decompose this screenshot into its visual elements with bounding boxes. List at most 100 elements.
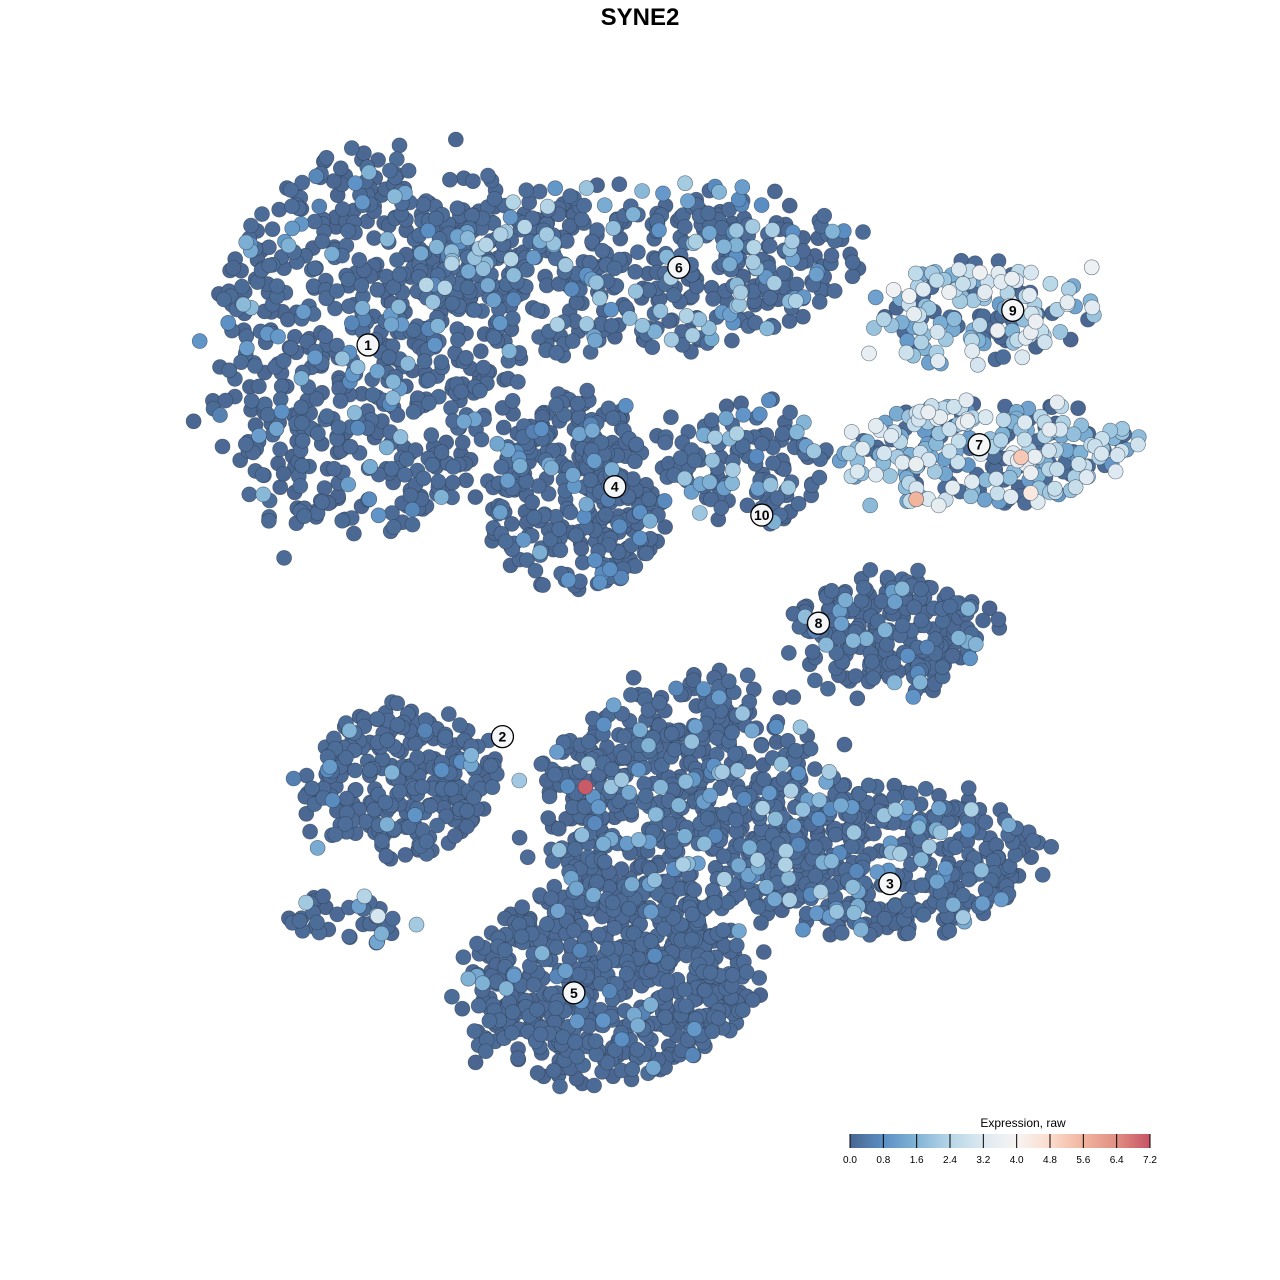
cluster-label: 2	[499, 729, 507, 745]
cell-point	[632, 530, 648, 547]
cell-point	[899, 647, 916, 664]
cell-point	[261, 239, 277, 256]
cell-point	[750, 899, 766, 915]
cell-point	[499, 472, 516, 489]
cell-point	[972, 317, 988, 333]
cell-point	[767, 183, 783, 200]
cell-point	[929, 324, 946, 340]
cell-point	[660, 954, 676, 971]
cell-point	[885, 282, 902, 298]
cell-point	[621, 310, 638, 326]
cell-point	[761, 785, 778, 801]
cell-point	[971, 264, 988, 281]
cell-point	[220, 314, 236, 331]
cell-point-high-expression	[908, 491, 925, 508]
cell-point	[586, 815, 603, 832]
cell-point-high-expression	[577, 779, 594, 795]
cell-point	[675, 856, 691, 873]
cell-point	[378, 848, 395, 864]
cell-point	[433, 762, 450, 778]
cell-point	[778, 843, 794, 859]
cell-point	[613, 771, 630, 788]
cell-point	[975, 612, 991, 629]
cell-point	[268, 420, 285, 437]
cell-point	[382, 162, 398, 179]
cell-point	[235, 296, 252, 313]
cluster-label: 1	[364, 337, 372, 353]
cell-point	[332, 393, 349, 409]
cell-point	[465, 173, 481, 189]
cell-point	[351, 252, 368, 268]
cell-point	[275, 465, 292, 482]
cell-point	[917, 780, 934, 797]
cell-point	[326, 460, 343, 477]
cell-point	[807, 761, 823, 777]
cell-point	[788, 293, 804, 309]
cell-point	[729, 762, 746, 779]
cell-point	[932, 824, 949, 841]
cell-point	[548, 1000, 565, 1017]
cell-point	[557, 963, 574, 979]
cell-point	[571, 426, 588, 442]
cell-point	[804, 643, 821, 660]
cell-point	[601, 983, 618, 999]
cell-point	[684, 906, 701, 923]
cell-point	[821, 763, 838, 780]
cell-point	[627, 263, 644, 280]
cell-point	[866, 825, 882, 842]
cell-point	[529, 302, 546, 318]
cell-point	[728, 937, 745, 954]
cell-point	[781, 313, 798, 329]
legend-colorbar	[850, 1134, 1150, 1148]
cell-point	[641, 491, 657, 508]
cell-point	[894, 454, 911, 471]
cell-point	[637, 788, 654, 804]
cell-point	[903, 785, 919, 802]
cell-point	[847, 668, 864, 684]
cell-point	[858, 630, 875, 647]
cell-point	[666, 741, 683, 758]
cell-point	[567, 1034, 584, 1050]
cell-point	[503, 251, 519, 268]
cell-point	[340, 271, 357, 288]
cell-point	[995, 349, 1012, 365]
cell-point	[844, 268, 861, 285]
cell-point	[454, 1000, 471, 1017]
cell-point	[588, 274, 605, 291]
cell-point	[516, 219, 533, 235]
cell-point	[291, 912, 308, 929]
cell-point	[724, 332, 740, 349]
cell-point	[413, 245, 429, 262]
cell-point	[373, 925, 390, 942]
cell-point	[513, 928, 530, 945]
cell-point	[273, 403, 290, 420]
cell-point	[613, 1031, 630, 1048]
cell-point	[369, 711, 386, 727]
cell-point	[883, 428, 900, 444]
cell-point	[482, 757, 499, 774]
cell-point	[458, 349, 474, 366]
cell-point	[603, 301, 619, 318]
cell-point	[659, 973, 676, 989]
cell-point	[503, 516, 520, 532]
cell-point	[436, 279, 453, 296]
cell-point	[1052, 324, 1069, 340]
cell-point	[571, 966, 588, 983]
cell-point	[784, 233, 801, 250]
cell-point	[734, 705, 751, 722]
cell-point	[900, 892, 916, 909]
cell-point	[808, 266, 825, 283]
cell-point	[711, 184, 727, 200]
cell-point	[361, 491, 378, 508]
cell-point	[744, 722, 760, 739]
cell-point	[1036, 334, 1053, 351]
cell-point	[334, 201, 351, 217]
cell-point	[430, 473, 447, 490]
cell-point	[1000, 817, 1017, 833]
cell-point	[977, 881, 994, 898]
cell-point	[919, 639, 935, 656]
cell-point	[603, 317, 620, 334]
cell-point	[464, 207, 480, 224]
cell-point	[824, 223, 841, 240]
cell-point	[280, 237, 297, 254]
